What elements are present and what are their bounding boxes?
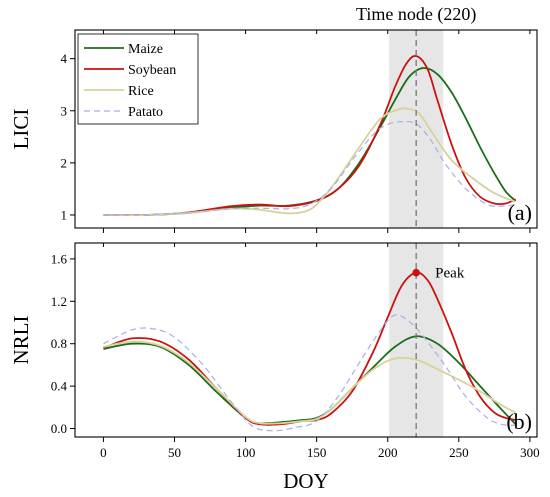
series-line-maize-b bbox=[103, 335, 517, 425]
series-line-patato-a bbox=[103, 120, 516, 216]
y-tick-label: 0.8 bbox=[51, 336, 67, 351]
legend-box bbox=[77, 33, 199, 125]
y-tick-label: 1 bbox=[61, 207, 68, 222]
y-tick-label: 0.4 bbox=[51, 379, 68, 394]
x-tick-label: 0 bbox=[100, 445, 107, 460]
legend-entry-maize: Maize bbox=[128, 42, 163, 57]
x-tick-label: 300 bbox=[520, 445, 540, 460]
series-line-patato-b bbox=[103, 314, 516, 432]
panel-lici: 1 2 3 4 LICI (a) Maize Soybean Rice Patato bbox=[9, 29, 538, 233]
x-tick-label: 200 bbox=[378, 445, 398, 460]
y-tick-label: 4 bbox=[61, 51, 68, 66]
plot-frame bbox=[74, 29, 538, 229]
series-line-rice-b bbox=[103, 340, 517, 425]
plot-frame bbox=[74, 242, 538, 438]
legend-entry-rice: Rice bbox=[128, 84, 154, 99]
legend-entry-soybean: Soybean bbox=[128, 63, 176, 78]
series-line-soybean-a bbox=[103, 55, 517, 217]
y-tick-label: 1.2 bbox=[51, 294, 67, 309]
panel-label: (b) bbox=[506, 409, 532, 434]
x-tick-label: 150 bbox=[307, 445, 327, 460]
x-tick-label: 50 bbox=[168, 445, 181, 460]
panel-label: (a) bbox=[508, 200, 532, 225]
time-node-label: Time node (220) bbox=[356, 4, 476, 25]
y-tick-label: 2 bbox=[61, 155, 68, 170]
peak-marker bbox=[412, 268, 420, 277]
time-node-band bbox=[389, 30, 444, 228]
y-tick-label: 3 bbox=[61, 103, 68, 118]
legend-entry-patato: Patato bbox=[128, 105, 163, 120]
y-axis-title: LICI bbox=[9, 109, 33, 150]
x-axis-title: DOY bbox=[283, 469, 329, 493]
y-tick-label: 1.6 bbox=[51, 251, 68, 266]
series-line-rice-a bbox=[103, 107, 517, 217]
peak-label: Peak bbox=[435, 266, 465, 282]
y-tick-label: 0.0 bbox=[51, 421, 67, 436]
x-tick-label: 250 bbox=[449, 445, 469, 460]
y-axis-title: NRLI bbox=[9, 316, 33, 365]
x-tick-label: 100 bbox=[236, 445, 256, 460]
panel-nrli: 0.0 0.4 0.8 1.2 1.6 0 50 100 150 200 250 300 NRLI (b)… bbox=[9, 242, 540, 460]
